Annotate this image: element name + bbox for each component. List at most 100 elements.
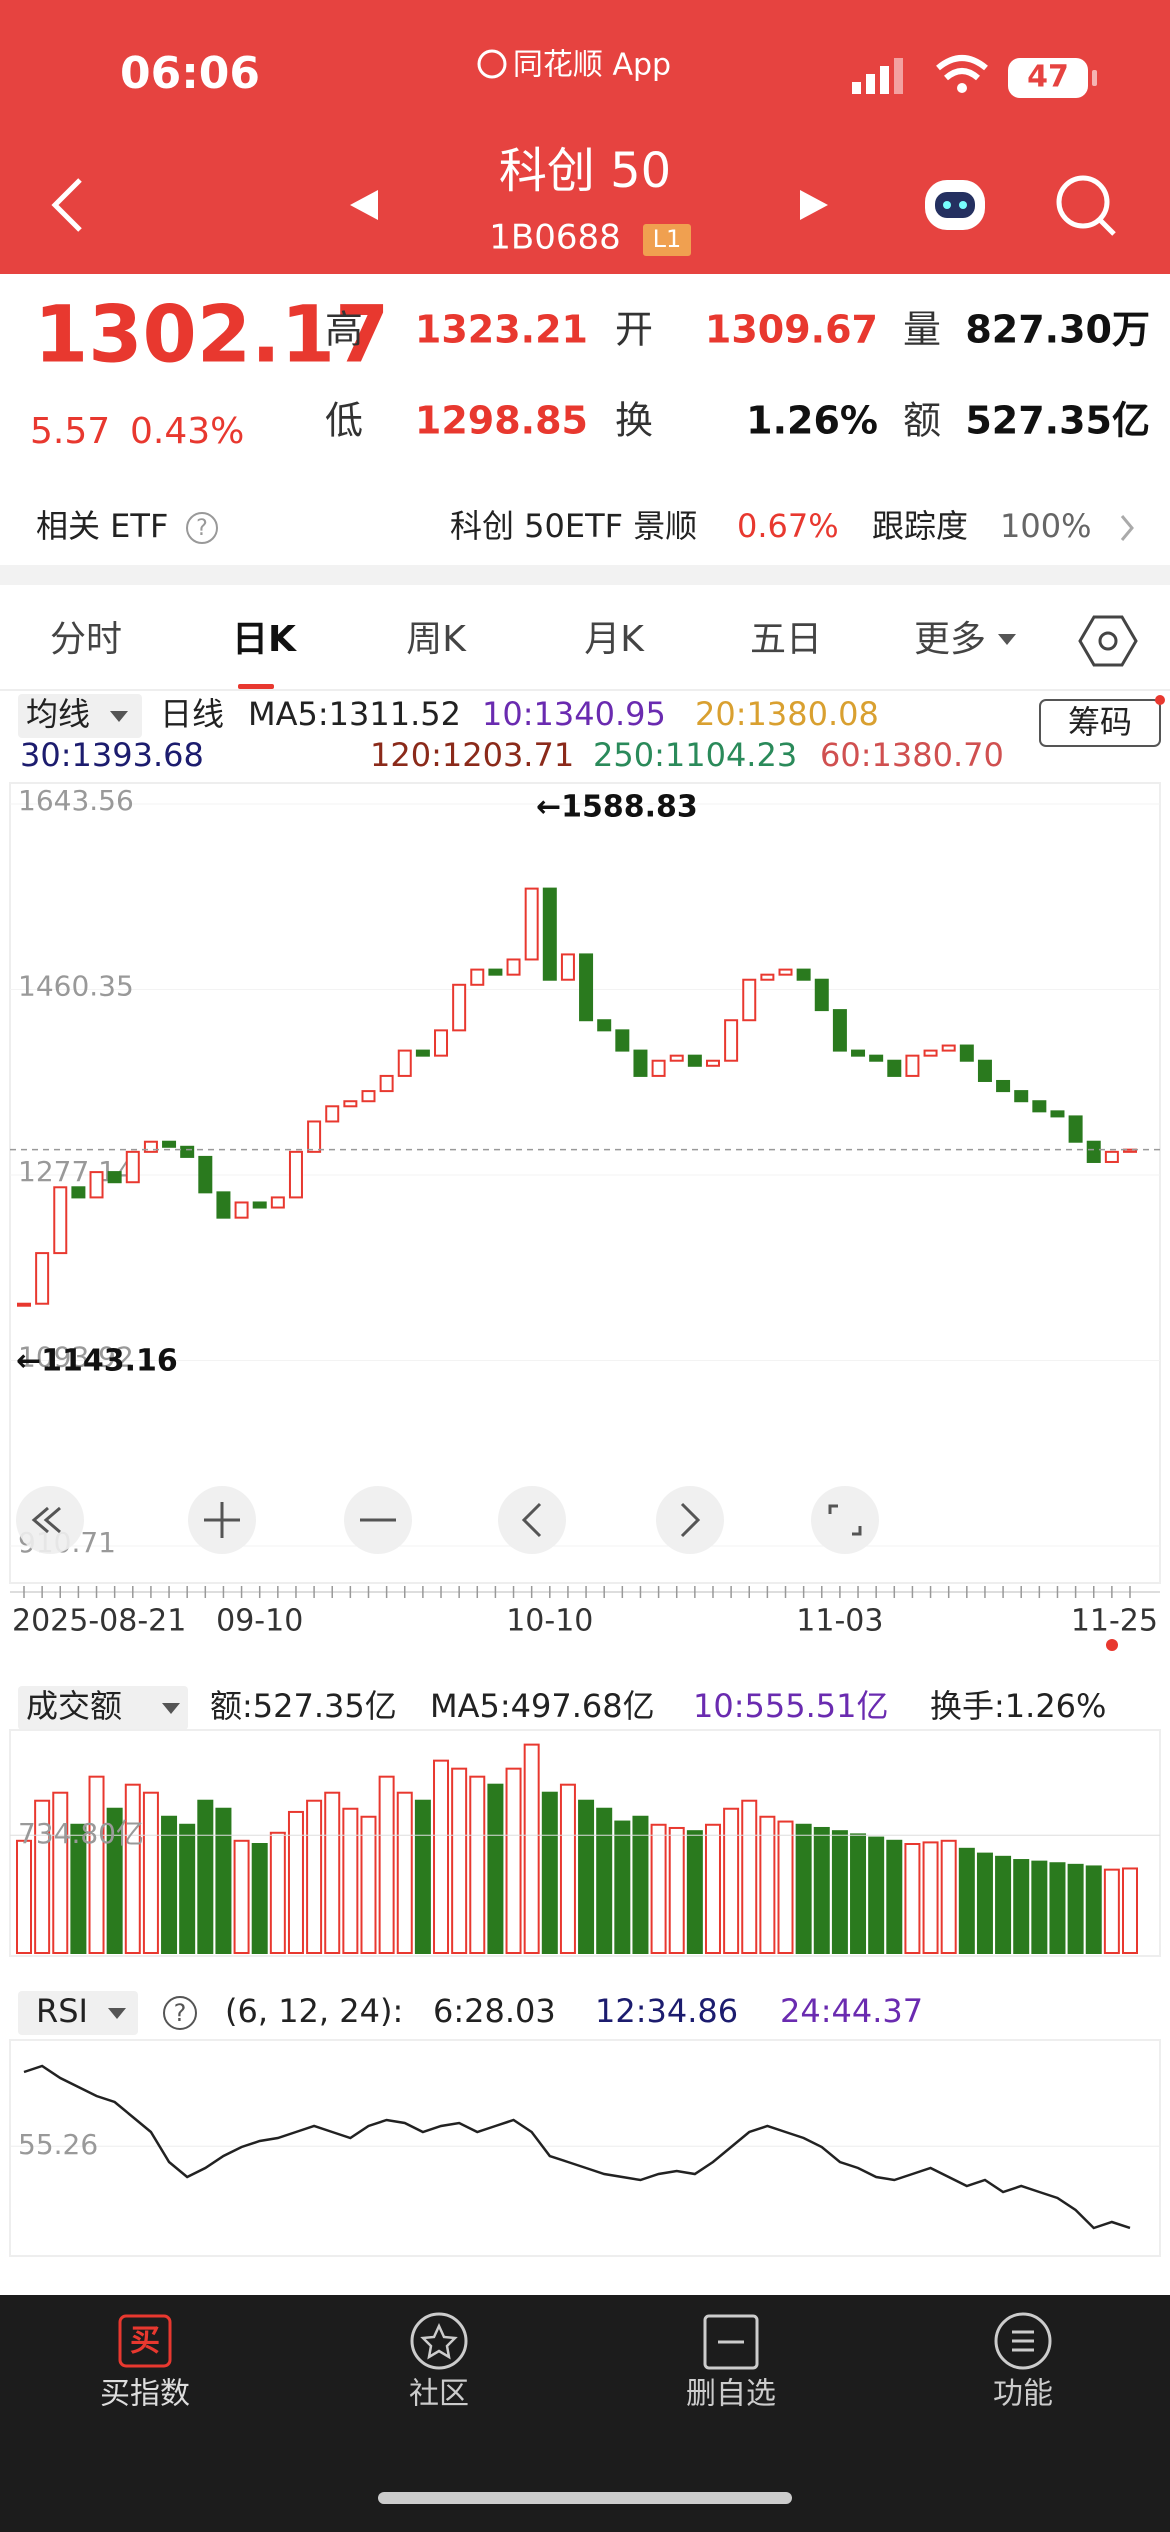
- candle: [1104, 1150, 1119, 1163]
- help-text: ?: [174, 1999, 187, 2027]
- chart-tool-button[interactable]: [656, 1486, 724, 1554]
- volume-bar: [686, 1830, 703, 1955]
- volume-bar: [378, 1775, 395, 1955]
- chart-tool-icon: [680, 1502, 701, 1538]
- search-button[interactable]: [1056, 175, 1110, 229]
- tracking-value: 100%: [1000, 507, 1091, 545]
- settings-icon[interactable]: [1078, 615, 1138, 667]
- candle: [851, 1049, 866, 1057]
- candle: [814, 978, 829, 1012]
- candle: [1014, 1090, 1029, 1103]
- volume-bar: [523, 1743, 540, 1955]
- candle: [198, 1155, 213, 1194]
- candle: [379, 1074, 394, 1093]
- chevron[interactable]: [1120, 515, 1134, 541]
- nav-icon[interactable]: [410, 2312, 468, 2370]
- tab[interactable]: 月K: [584, 619, 645, 660]
- volume-bar: [668, 1826, 685, 1954]
- ma-selector-text[interactable]: 均线: [26, 695, 90, 733]
- tab[interactable]: 周K: [406, 619, 467, 660]
- volume-value: 换手:1.26%: [930, 1687, 1106, 1725]
- volume-bar: [704, 1823, 721, 1954]
- volume-bar: [976, 1852, 993, 1955]
- nav-label[interactable]: 删自选: [686, 2377, 776, 2412]
- chart-tool-button[interactable]: [498, 1486, 566, 1554]
- volume-bar: [142, 1791, 159, 1955]
- nav-label[interactable]: 买指数: [100, 2377, 190, 2412]
- volume-bar: [34, 1799, 51, 1954]
- volume-value: 额:527.35亿: [210, 1687, 397, 1725]
- x-tick-label: 09-10: [216, 1604, 303, 1639]
- candle: [1068, 1115, 1083, 1143]
- help-icon[interactable]: [186, 512, 218, 544]
- candle: [1086, 1140, 1101, 1163]
- volume-bar: [451, 1767, 468, 1954]
- nav-icon[interactable]: [703, 2314, 759, 2370]
- volume-bar: [1031, 1860, 1048, 1954]
- prev-button[interactable]: [350, 190, 378, 220]
- tab[interactable]: 更多: [914, 619, 986, 660]
- tab[interactable]: 分时: [50, 619, 122, 660]
- robot-eye: [959, 201, 967, 209]
- low-annotation: ←1143.16: [16, 1344, 178, 1379]
- volume-bar: [360, 1815, 377, 1954]
- volume-bar: [596, 1807, 613, 1955]
- volume-bar: [1103, 1868, 1120, 1955]
- separator: [0, 565, 1170, 585]
- field-value: 527.35亿: [965, 399, 1150, 443]
- x-tick-label: 11-03: [796, 1604, 883, 1639]
- volume-bar: [52, 1791, 69, 1955]
- nav-icon[interactable]: [994, 2312, 1052, 2370]
- chart-tool-icon: [31, 1506, 61, 1534]
- volume-value: 10:555.51亿: [693, 1687, 888, 1725]
- settings-dot: [1098, 631, 1118, 651]
- candle: [996, 1079, 1011, 1093]
- chart-tool-icon: [828, 1504, 862, 1536]
- volume-bar: [342, 1807, 359, 1955]
- chip-button-text[interactable]: 筹码: [1068, 703, 1132, 741]
- scroll-dot: [1106, 1639, 1118, 1651]
- volume-bar: [70, 1823, 87, 1954]
- volume-selector-text[interactable]: 成交额: [26, 1687, 122, 1725]
- volume-bar: [1013, 1859, 1030, 1955]
- help-icon[interactable]: [163, 1996, 197, 2030]
- candle: [325, 1105, 340, 1123]
- rsi-value: 6:28.03: [433, 1992, 556, 2030]
- candle: [107, 1171, 122, 1184]
- volume-bar: [161, 1815, 178, 1954]
- ma-selector[interactable]: [18, 694, 142, 738]
- chart-tool-button[interactable]: [811, 1486, 879, 1554]
- x-tick-label: 2025-08-21: [12, 1604, 186, 1639]
- y-tick-label: 734.80亿: [18, 1817, 144, 1850]
- candle: [887, 1059, 902, 1077]
- next-button[interactable]: [800, 190, 828, 220]
- candle: [724, 1019, 739, 1062]
- nav-label[interactable]: 功能: [993, 2377, 1053, 2412]
- candle: [542, 887, 557, 981]
- chart-tool-button[interactable]: [16, 1486, 84, 1554]
- nav-icon[interactable]: [118, 2314, 172, 2368]
- volume-selector[interactable]: [18, 1686, 188, 1730]
- candle: [234, 1201, 249, 1219]
- dropdown-arrow: [108, 2008, 126, 2019]
- dropdown-arrow: [998, 634, 1016, 645]
- rsi-selector[interactable]: [18, 1991, 138, 2035]
- nav-icon-text: 买: [130, 2324, 160, 2359]
- volume-bar: [813, 1826, 830, 1954]
- candle: [687, 1054, 702, 1067]
- dropdown-arrow: [162, 1703, 180, 1714]
- chip-button[interactable]: [1039, 699, 1161, 747]
- nav-label[interactable]: 社区: [409, 2377, 469, 2412]
- rsi-selector-text[interactable]: RSI: [36, 1992, 88, 2030]
- index-title: 科创 50: [499, 143, 671, 199]
- volume-bar: [541, 1791, 558, 1955]
- tab[interactable]: 五日: [750, 619, 822, 660]
- volume-bar: [124, 1783, 141, 1954]
- battery-level: 47: [1027, 60, 1069, 95]
- candle: [579, 953, 594, 1022]
- candle: [1123, 1148, 1137, 1153]
- candle: [17, 1302, 31, 1307]
- back-button[interactable]: [51, 178, 82, 232]
- candle: [977, 1059, 992, 1082]
- tab[interactable]: 日K: [232, 619, 297, 660]
